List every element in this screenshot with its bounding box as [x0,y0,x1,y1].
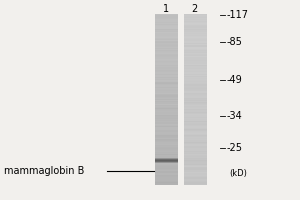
Text: -49: -49 [226,75,242,85]
Text: mammaglobin B: mammaglobin B [4,166,84,176]
Text: 1: 1 [164,4,169,14]
Text: (kD): (kD) [229,169,247,178]
Text: -34: -34 [226,111,242,121]
Text: -25: -25 [226,143,242,153]
Text: 2: 2 [192,4,198,14]
Text: -85: -85 [226,37,242,47]
Text: -117: -117 [226,10,248,20]
